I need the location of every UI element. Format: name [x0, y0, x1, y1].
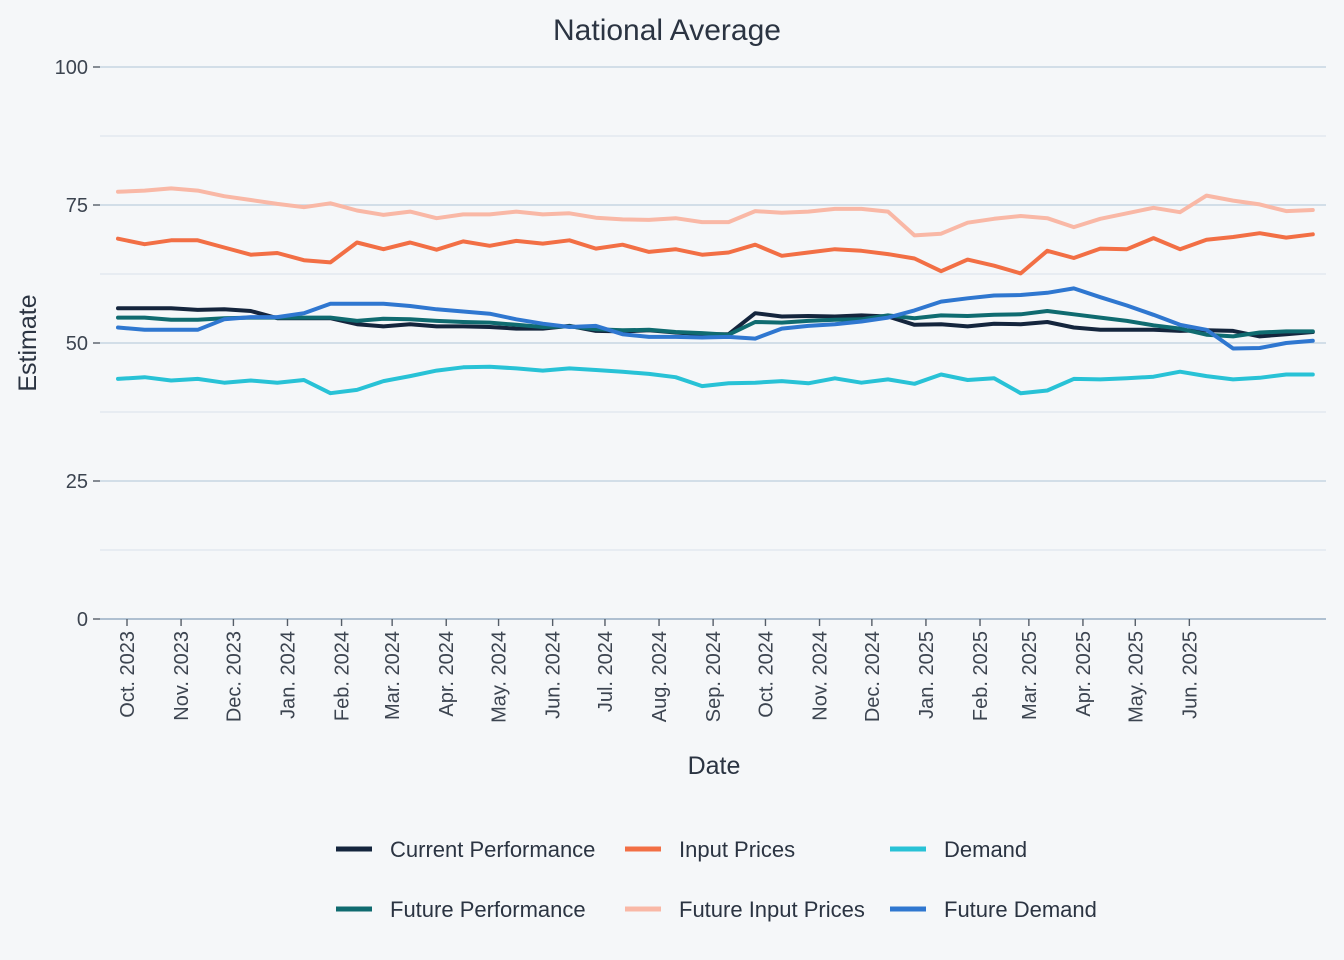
series-group	[116, 186, 1315, 396]
x-tick-label: Oct. 2024	[755, 631, 777, 718]
series-line-demand	[116, 364, 1315, 396]
y-axis-title: Estimate	[14, 294, 42, 391]
x-tick-label: Apr. 2025	[1073, 631, 1095, 717]
x-tick-label: May. 2025	[1125, 631, 1147, 723]
y-tick-label: 100	[55, 57, 88, 79]
series-line-future-input-prices	[116, 186, 1315, 238]
x-tick-label: Nov. 2023	[171, 631, 193, 721]
x-tick-label: Feb. 2025	[970, 631, 992, 721]
x-tick-label: Jul. 2024	[595, 631, 617, 712]
x-axis-title: Date	[688, 752, 741, 780]
legend-label: Input Prices	[679, 837, 795, 862]
x-axis: Oct. 2023 Nov. 2023 Dec. 2023 Jan. 2024 Feb.…	[117, 619, 1201, 723]
legend-label: Demand	[944, 837, 1027, 862]
x-tick-label: Aug. 2024	[649, 631, 671, 722]
legend: Current Performance Input Prices Demand Fut…	[336, 837, 1097, 922]
x-tick-label: Jan. 2024	[277, 631, 299, 719]
x-tick-label: Mar. 2024	[382, 631, 404, 720]
x-tick-label: Feb. 2024	[332, 631, 354, 721]
grid	[100, 66, 1326, 620]
series-line-input-prices	[116, 231, 1315, 276]
y-tick-label: 50	[66, 333, 88, 355]
x-tick-label: Sep. 2024	[703, 631, 725, 722]
x-tick-label: Jun. 2024	[543, 631, 565, 719]
x-tick-label: May. 2024	[489, 631, 511, 723]
x-tick-label: Dec. 2023	[223, 631, 245, 722]
legend-label: Future Input Prices	[679, 897, 865, 922]
x-tick-label: Apr. 2024	[436, 631, 458, 717]
x-tick-label: Nov. 2024	[810, 631, 832, 721]
legend-label: Future Performance	[390, 897, 586, 922]
y-tick-label: 0	[77, 609, 88, 631]
legend-label: Future Demand	[944, 897, 1097, 922]
x-tick-label: Mar. 2025	[1019, 631, 1041, 720]
series-line-future-performance	[116, 309, 1315, 339]
x-tick-label: Jun. 2025	[1179, 631, 1201, 719]
chart-title: National Average	[553, 14, 781, 47]
x-tick-label: Jan. 2025	[916, 631, 938, 719]
y-axis: 0 25 50 75 100	[55, 57, 100, 631]
x-tick-label: Dec. 2024	[862, 631, 884, 722]
y-tick-label: 25	[66, 471, 88, 493]
series-line-future-demand	[116, 286, 1315, 351]
x-tick-label: Oct. 2023	[117, 631, 139, 718]
legend-label: Current Performance	[390, 837, 595, 862]
y-tick-label: 75	[66, 195, 88, 217]
